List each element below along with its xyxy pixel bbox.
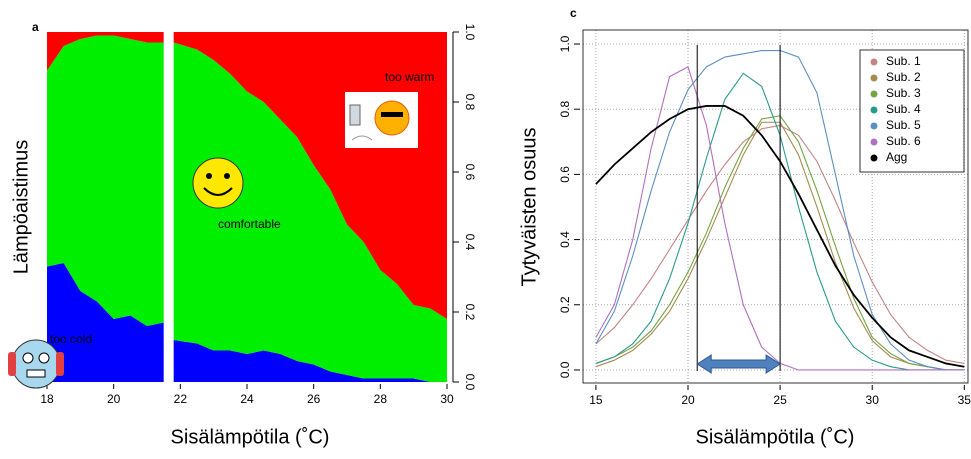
area-label: too warm bbox=[385, 70, 434, 84]
panel-letter: c bbox=[570, 6, 577, 20]
legend-label: Sub. 5 bbox=[886, 118, 921, 132]
y-tick-label: 0.2 bbox=[463, 304, 477, 321]
legend-label: Sub. 3 bbox=[886, 86, 921, 100]
y-tick-label: 0.4 bbox=[558, 231, 572, 248]
x-tick-label: 35 bbox=[958, 393, 971, 407]
x-tick-label: 28 bbox=[374, 392, 388, 406]
legend-marker bbox=[870, 106, 878, 114]
panel-letter: a bbox=[32, 20, 39, 34]
area-segment bbox=[47, 263, 164, 382]
legend-label: Sub. 6 bbox=[886, 134, 921, 148]
y-tick-label: 0.6 bbox=[558, 166, 572, 183]
legend-marker bbox=[870, 58, 878, 66]
x-tick-label: 24 bbox=[240, 392, 254, 406]
legend-label: Sub. 4 bbox=[886, 102, 921, 116]
area-label: comfortable bbox=[218, 217, 281, 231]
y-axis-title: Tytyväisten osuus bbox=[518, 128, 540, 287]
x-tick-label: 22 bbox=[174, 392, 188, 406]
icon-comfortable bbox=[192, 157, 244, 209]
y-tick-label: 0.8 bbox=[558, 101, 572, 118]
area-segment bbox=[47, 32, 164, 71]
x-tick-label: 25 bbox=[773, 393, 787, 407]
x-tick-label: 30 bbox=[866, 393, 880, 407]
x-tick-label: 20 bbox=[681, 393, 695, 407]
y-tick-label: 0.6 bbox=[463, 164, 477, 181]
icon-too-warm bbox=[345, 92, 418, 148]
legend-marker bbox=[870, 138, 878, 146]
y-tick-label: 0.2 bbox=[558, 296, 572, 313]
x-tick-label: 18 bbox=[40, 392, 54, 406]
y-tick-label: 1.0 bbox=[558, 35, 572, 52]
x-tick-label: 30 bbox=[440, 392, 454, 406]
y-tick-label: 0.0 bbox=[558, 361, 572, 378]
arrow bbox=[696, 354, 782, 374]
x-axis-title: Sisälämpötila (˚C) bbox=[696, 426, 855, 448]
y-axis-title: Lämpöaistimus bbox=[10, 140, 32, 275]
legend-marker bbox=[870, 90, 878, 98]
y-tick-label: 0.8 bbox=[463, 94, 477, 111]
x-tick-label: 15 bbox=[589, 393, 603, 407]
y-tick-label: 1.0 bbox=[463, 24, 477, 41]
x-tick-label: 26 bbox=[307, 392, 321, 406]
area-segment bbox=[47, 35, 164, 326]
legend-marker bbox=[870, 122, 878, 130]
y-tick-label: 0.4 bbox=[463, 234, 477, 251]
plot-frame bbox=[582, 29, 969, 384]
legend-label: Sub. 1 bbox=[886, 54, 921, 68]
legend-label: Sub. 2 bbox=[886, 70, 921, 84]
icon-too-cold bbox=[8, 339, 64, 389]
area-label: too cold bbox=[50, 332, 92, 346]
legend-marker bbox=[870, 74, 878, 82]
area-segment bbox=[173, 42, 447, 382]
x-tick-label: 20 bbox=[107, 392, 121, 406]
legend-marker bbox=[870, 154, 878, 162]
area-segment bbox=[173, 340, 447, 382]
x-axis-title: Sisälämpötila (˚C) bbox=[171, 426, 330, 448]
legend-label: Agg bbox=[886, 150, 907, 164]
y-tick-label: 0.0 bbox=[463, 374, 477, 391]
